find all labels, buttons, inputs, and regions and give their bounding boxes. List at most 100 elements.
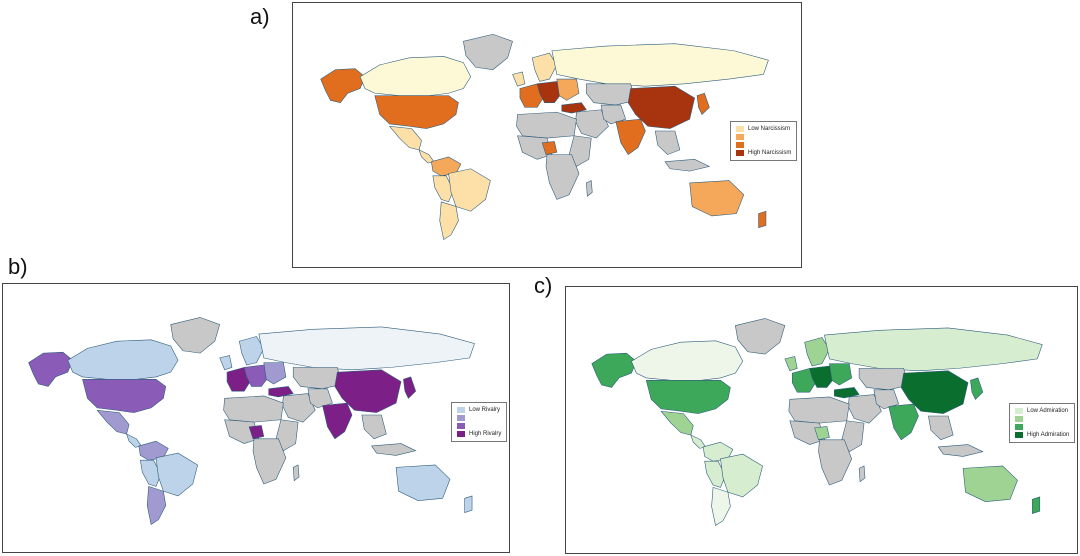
country-argentina-chile: [711, 487, 731, 526]
country-new-zealand: [464, 495, 473, 513]
legend-entry: [736, 133, 791, 141]
country-new-zealand: [1032, 496, 1041, 514]
country-australia: [689, 180, 745, 217]
country-scandinavia: [531, 52, 558, 82]
legend-swatch: [1015, 408, 1023, 414]
country-china: [334, 369, 402, 413]
legend-swatch: [736, 134, 744, 140]
country-west-africa: [224, 419, 260, 444]
country-north-africa: [788, 396, 850, 424]
country-southeast-asia: [928, 415, 954, 441]
country-east-africa: [841, 420, 865, 453]
legend-entry: Low Narcissism: [736, 125, 791, 133]
panel-b-label: b): [8, 254, 28, 279]
legend-swatch: [736, 142, 744, 148]
legend-swatch: [457, 431, 465, 437]
country-china: [900, 370, 969, 414]
legend-label: Low Rivalry: [469, 407, 501, 413]
country-usa: [645, 380, 731, 414]
country-brazil: [720, 453, 763, 498]
country-canada: [67, 339, 179, 380]
country-peru-bolivia: [139, 459, 162, 487]
panel-b-legend: Low Rivalry High Rivalry: [451, 402, 508, 442]
country-mexico: [660, 410, 694, 436]
country-iceland-uk: [784, 356, 798, 372]
country-turkey: [834, 387, 860, 399]
country-usa: [374, 95, 459, 129]
country-brazil: [448, 168, 491, 212]
legend-label: High Narcissism: [748, 150, 792, 156]
country-west-africa: [517, 135, 553, 160]
legend-entry: Low Rivalry: [457, 406, 501, 414]
country-usa: [82, 379, 167, 413]
country-japan-korea: [970, 377, 984, 400]
legend-label: High Admiration: [1027, 432, 1070, 438]
country-japan-korea: [696, 92, 710, 115]
country-central-europe: [243, 364, 270, 387]
country-china: [627, 85, 695, 129]
country-argentina-chile: [439, 201, 459, 241]
country-turkey: [561, 102, 587, 114]
country-peru-bolivia: [432, 175, 454, 203]
country-southeast-asia: [361, 414, 387, 440]
country-central-south-africa: [252, 438, 287, 485]
map-regions: [591, 318, 1043, 526]
legend-entry: [457, 414, 501, 422]
country-west-africa: [789, 420, 825, 445]
country-madagascar: [858, 465, 866, 483]
map-regions: [320, 33, 769, 241]
country-brazil: [155, 452, 198, 497]
legend-swatch: [736, 126, 744, 132]
country-india: [615, 118, 646, 156]
country-greenland: [463, 33, 513, 70]
country-indonesia: [664, 159, 711, 172]
world-map-admiration: [591, 318, 1043, 526]
country-eastern-europe: [556, 78, 580, 101]
country-mexico: [388, 125, 422, 151]
country-indonesia: [371, 443, 417, 456]
country-russia: [824, 327, 1043, 372]
country-iceland-uk: [512, 71, 526, 87]
legend-swatch: [736, 150, 744, 156]
country-nigeria: [248, 425, 265, 440]
country-eastern-europe: [829, 363, 853, 386]
legend-swatch: [1015, 424, 1023, 430]
country-nigeria: [541, 141, 558, 155]
country-mexico: [96, 409, 130, 435]
legend-entry: Low Admiration: [1015, 407, 1069, 415]
country-central-south-africa: [545, 154, 580, 200]
country-madagascar: [586, 180, 593, 197]
world-map-rivalry: [28, 317, 475, 525]
country-alaska: [591, 352, 637, 388]
country-greenland: [170, 317, 221, 354]
country-southeast-asia: [654, 130, 681, 155]
country-north-africa: [223, 395, 284, 423]
country-central-america: [126, 433, 142, 448]
legend-swatch: [457, 423, 465, 429]
panel-c-map: Low Admiration High Admiration: [565, 286, 1078, 554]
country-peru-bolivia: [704, 460, 726, 488]
country-india: [888, 403, 919, 441]
country-east-africa: [568, 135, 592, 167]
country-east-africa: [275, 419, 299, 452]
country-argentina-chile: [146, 486, 167, 525]
panel-b-map: Low Rivalry High Rivalry: [2, 283, 510, 553]
country-madagascar: [292, 464, 300, 482]
country-central-europe: [536, 81, 563, 103]
country-eastern-europe: [263, 362, 287, 385]
world-map-narcissism: [320, 33, 769, 241]
legend-swatch: [457, 407, 465, 413]
country-scandinavia: [238, 336, 265, 366]
country-indonesia: [937, 444, 984, 457]
legend-entry: [1015, 415, 1069, 423]
panel-c-legend: Low Admiration High Admiration: [1009, 403, 1076, 443]
country-greenland: [735, 318, 786, 355]
panel-c-label: c): [534, 273, 553, 298]
country-new-zealand: [758, 210, 767, 229]
country-india: [322, 402, 353, 440]
legend-entry: [736, 141, 791, 149]
country-nigeria: [814, 426, 830, 441]
legend-entry: High Rivalry: [457, 430, 501, 438]
country-australia: [962, 465, 1018, 502]
country-scandinavia: [804, 337, 830, 367]
